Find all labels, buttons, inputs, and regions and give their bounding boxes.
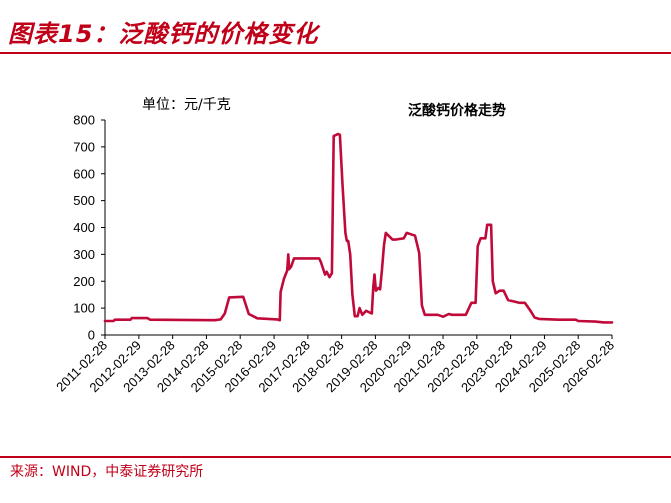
price-line-chart: 01002003004005006007008002011-02-282012-… (53, 113, 617, 396)
y-tick-label: 500 (73, 193, 95, 208)
y-tick-label: 300 (73, 247, 95, 262)
y-tick-label: 400 (73, 220, 95, 235)
series-line-0 (103, 132, 614, 324)
title-divider (0, 52, 671, 54)
source-note: 来源：WIND，中泰证券研究所 (10, 464, 204, 480)
unit-label: 单位：元/千克 (142, 97, 231, 113)
plot-area (103, 132, 614, 324)
y-tick-label: 600 (73, 166, 95, 181)
footer-divider (0, 456, 671, 458)
chart-axes: 01002003004005006007008002011-02-282012-… (53, 113, 617, 396)
chart-title: 泛酸钙价格走势 (408, 103, 506, 119)
figure-title: 图表15：泛酸钙的价格变化 (8, 20, 319, 48)
y-tick-label: 700 (73, 139, 95, 154)
y-tick-label: 100 (73, 301, 95, 316)
y-tick-label: 800 (73, 113, 95, 128)
y-tick-label: 200 (73, 274, 95, 289)
y-tick-label: 0 (88, 328, 95, 343)
